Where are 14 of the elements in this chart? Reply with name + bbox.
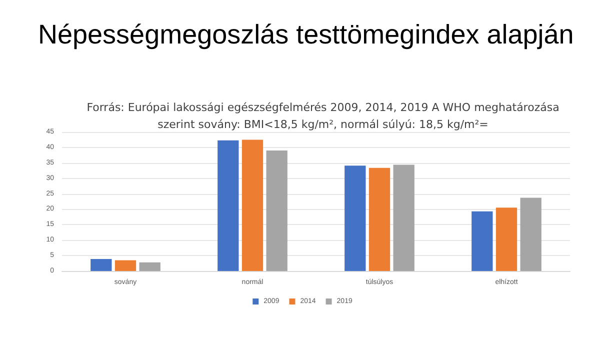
bar [520,198,542,271]
bar [266,150,288,271]
bar [90,258,112,271]
chart-title: Népességmegoszlás testtömegindex alapján [38,20,574,50]
bar [496,208,518,271]
bar [472,211,493,271]
bar [368,168,390,271]
bar [393,164,414,271]
bar [344,166,366,271]
bar [242,140,264,271]
chart-subtitle: Forrás: Európai lakossági egészségfelmérés 2009, 2014, 2019 A WHO meghatározása szerint sovány: BMI<18,5 kg/m², normál súlyú: 18,5 kg/m²= [86,101,560,131]
bar [114,260,136,271]
bar [139,262,160,271]
bar [218,140,239,271]
